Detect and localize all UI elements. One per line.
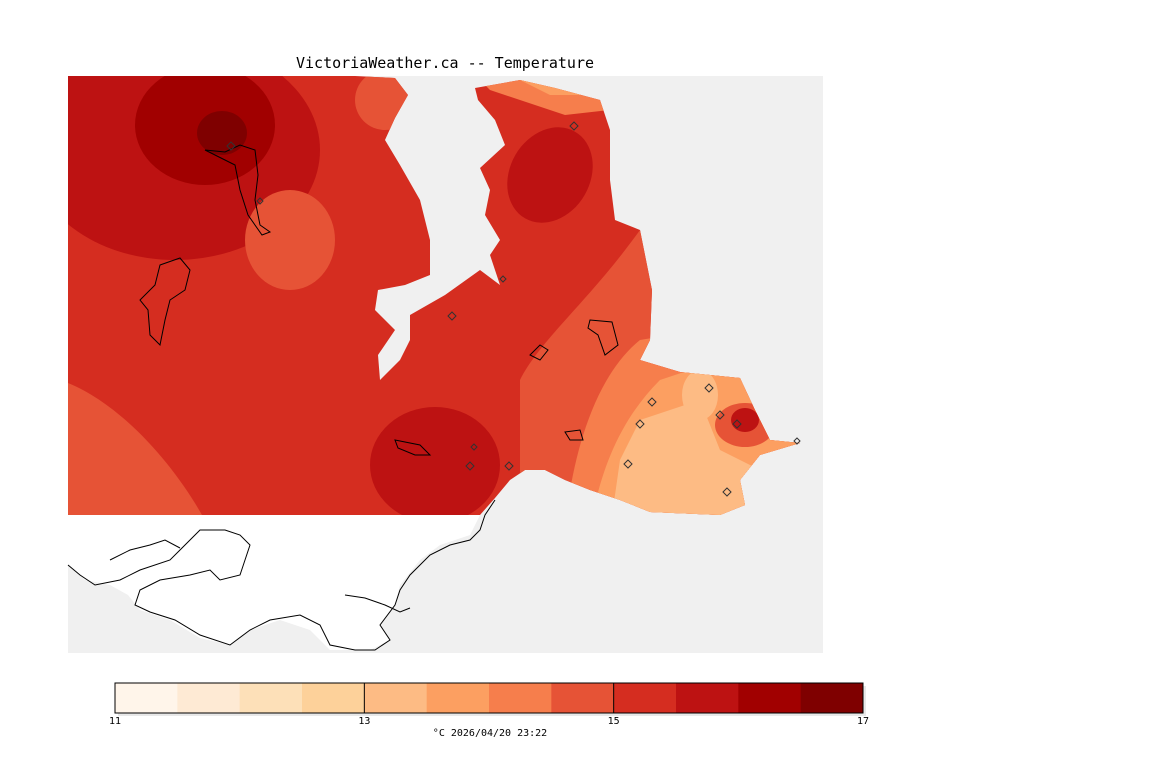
- colorbar-caption: °C 2026/04/20 23:22: [432, 728, 548, 739]
- colorbar-tick-label: 15: [607, 716, 620, 727]
- station-marker[interactable]: [635, 419, 645, 429]
- colorbar-swatch: [551, 683, 615, 713]
- station-marker[interactable]: [722, 487, 732, 497]
- station-marker[interactable]: [447, 311, 457, 321]
- coastline: [67, 144, 619, 651]
- colorbar-swatch: [239, 683, 303, 713]
- station-marker[interactable]: [504, 461, 514, 471]
- colorbar-swatch: [738, 683, 802, 713]
- southern-water-area: [68, 515, 480, 650]
- colorbar-swatch: [364, 683, 428, 713]
- station-marker[interactable]: [704, 383, 714, 393]
- colorbar-tick-label: 13: [358, 716, 371, 727]
- colorbar: [114, 682, 866, 716]
- station-marker[interactable]: [470, 443, 478, 451]
- colorbar-tick-label: 11: [109, 716, 122, 727]
- colorbar-swatch: [613, 683, 677, 713]
- station-marker[interactable]: [499, 275, 507, 283]
- station-marker[interactable]: [569, 121, 579, 131]
- colorbar-swatch: [115, 683, 178, 713]
- colorbar-swatch: [489, 683, 552, 713]
- colorbar-swatch: [177, 683, 241, 713]
- colorbar-swatch: [676, 683, 739, 713]
- station-marker[interactable]: [226, 141, 236, 151]
- station-marker[interactable]: [623, 459, 633, 469]
- colorbar-swatch: [426, 683, 490, 713]
- map-title: VictoriaWeather.ca -- Temperature: [295, 54, 594, 72]
- station-marker[interactable]: [647, 397, 657, 407]
- colorbar-swatch: [800, 683, 864, 713]
- station-markers: [226, 121, 801, 497]
- station-marker[interactable]: [732, 419, 742, 429]
- station-marker[interactable]: [715, 410, 725, 420]
- station-marker[interactable]: [793, 437, 801, 445]
- colorbar-swatch: [302, 683, 365, 713]
- station-marker[interactable]: [256, 197, 264, 205]
- colorbar-tick-label: 17: [857, 716, 870, 727]
- station-marker[interactable]: [465, 461, 475, 471]
